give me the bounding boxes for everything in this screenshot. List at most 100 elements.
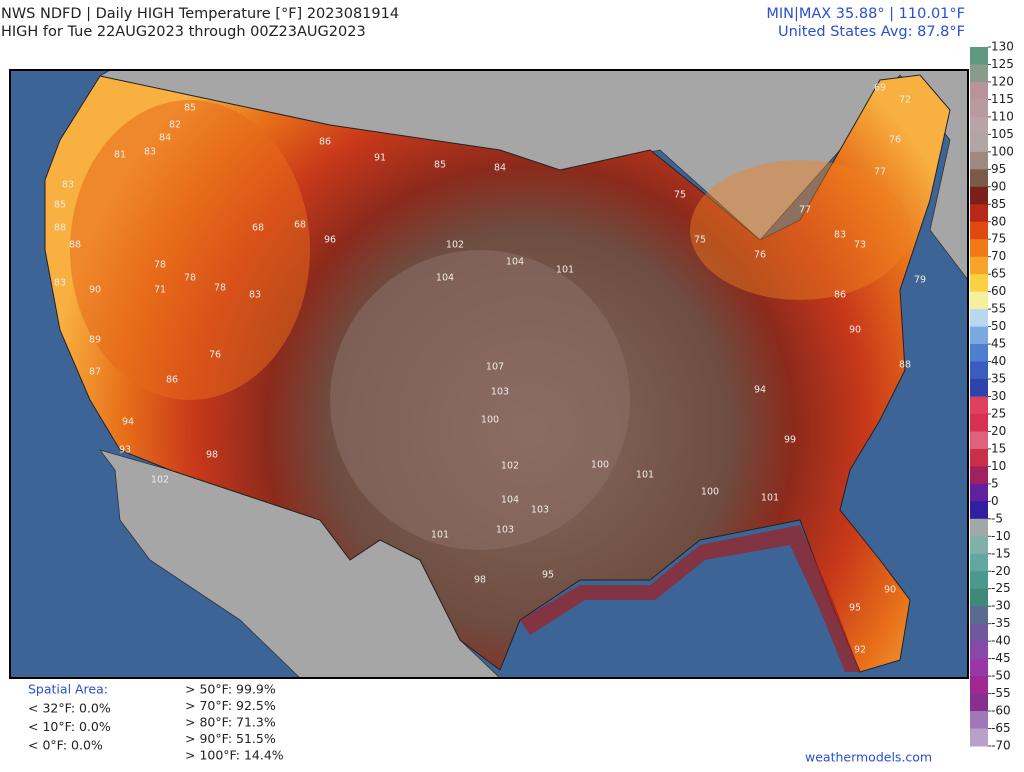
temperature-label: 76 — [754, 250, 766, 261]
temperature-label: 85 — [184, 103, 196, 114]
colorbar-tick-label: 95 — [991, 162, 1006, 176]
colorbar-swatch — [970, 431, 988, 450]
colorbar-tick-label: 0 — [991, 494, 999, 508]
colorbar-swatch — [970, 483, 988, 502]
colorbar-tick-label: 75 — [991, 232, 1006, 246]
colorbar-tick-label: -65 — [991, 721, 1011, 735]
temperature-label: 95 — [542, 570, 554, 581]
colorbar-tick-label: 100 — [991, 144, 1014, 158]
colorbar-tick-label: -10 — [991, 529, 1011, 543]
threshold-item: > 70°F: 92.5% — [185, 698, 276, 713]
colorbar-tick-label: -15 — [991, 546, 1011, 560]
temperature-label: 101 — [636, 470, 654, 481]
temperature-label: 78 — [154, 260, 166, 271]
threshold-item: > 80°F: 71.3% — [185, 715, 276, 730]
temperature-label: 86 — [319, 137, 331, 148]
colorbar-swatch — [970, 361, 988, 380]
colorbar-swatch — [970, 379, 988, 397]
colorbar-tick-label: 70 — [991, 249, 1006, 263]
temperature-label: 76 — [209, 350, 221, 361]
colorbar-swatch — [970, 553, 988, 572]
temperature-label: 94 — [754, 385, 766, 396]
temperature-label: 100 — [701, 487, 719, 498]
colorbar-tick-label: -20 — [991, 564, 1011, 578]
temperature-label: 101 — [431, 530, 449, 541]
colorbar-tick-label: 55 — [991, 302, 1006, 316]
temperature-label: 101 — [556, 265, 574, 276]
spatial-area-item: < 32°F: 0.0% — [28, 701, 111, 716]
colorbar-tick-label: -35 — [991, 616, 1011, 630]
colorbar-swatch — [970, 413, 988, 432]
colorbar-swatch — [970, 658, 988, 677]
colorbar-swatch — [970, 466, 988, 485]
colorbar-swatch — [970, 501, 988, 520]
temperature-label: 94 — [122, 417, 134, 428]
temperature-label: 101 — [761, 493, 779, 504]
temperature-label: 69 — [874, 83, 886, 94]
colorbar-swatch — [970, 239, 988, 258]
temperature-label: 78 — [184, 273, 196, 284]
colorbar-swatch — [970, 256, 988, 275]
colorbar-swatch — [970, 728, 988, 747]
colorbar-swatch — [970, 151, 988, 170]
colorbar-tick-label: 130 — [991, 40, 1014, 54]
spatial-area-title: Spatial Area: — [28, 682, 108, 697]
temperature-label: 92 — [854, 645, 866, 656]
colorbar-swatch — [970, 134, 988, 153]
map: 8582848381838588888390898794931029878717… — [9, 69, 969, 679]
temperature-label: 72 — [899, 95, 911, 106]
colorbar-tick-label: 110 — [991, 109, 1014, 123]
temperature-label: 68 — [294, 220, 306, 231]
temperature-label: 91 — [374, 153, 386, 164]
temperature-label: 103 — [531, 505, 549, 516]
colorbar-swatch — [970, 99, 988, 118]
temperature-label: 103 — [496, 525, 514, 536]
colorbar-tick-label: 65 — [991, 267, 1006, 281]
threshold-item: > 100°F: 14.4% — [185, 748, 284, 763]
colorbar-swatch — [970, 344, 988, 363]
temperature-label: 83 — [834, 230, 846, 241]
header-subtitle: HIGH for Tue 22AUG2023 through 00Z23AUG2… — [1, 24, 366, 40]
colorbar-swatch — [970, 518, 988, 537]
colorbar-swatch — [970, 693, 988, 712]
colorbar-tick-label: -55 — [991, 686, 1011, 700]
temperature-label: 93 — [119, 445, 131, 456]
plains-hot-area — [330, 250, 630, 550]
temperature-label: 88 — [69, 240, 81, 251]
colorbar-swatch — [970, 571, 988, 590]
colorbar-tick-label: -25 — [991, 581, 1011, 595]
temperature-label: 73 — [854, 240, 866, 251]
temperature-label: 75 — [674, 190, 686, 201]
temperature-label: 82 — [169, 120, 181, 131]
temperature-label: 103 — [491, 387, 509, 398]
colorbar-swatch — [970, 116, 988, 135]
colorbar-tick-label: 90 — [991, 179, 1006, 193]
colorbar-swatch — [970, 204, 988, 223]
temperature-label: 96 — [324, 235, 336, 246]
colorbar-tick-label: 120 — [991, 74, 1014, 88]
temperature-label: 77 — [874, 167, 886, 178]
temperature-label: 83 — [249, 290, 261, 301]
temperature-label: 100 — [481, 415, 499, 426]
colorbar-tick-label: 15 — [991, 441, 1006, 455]
credit: weathermodels.com — [805, 750, 932, 765]
temperature-label: 99 — [784, 435, 796, 446]
temperature-label: 102 — [501, 461, 519, 472]
colorbar-tick-label: -5 — [991, 511, 1003, 525]
colorbar-swatch — [970, 221, 988, 240]
colorbar-tick-label: 60 — [991, 284, 1006, 298]
temperature-label: 88 — [899, 360, 911, 371]
colorbar-tick-label: -40 — [991, 634, 1011, 648]
colorbar-swatch — [970, 64, 988, 83]
temperature-label: 75 — [694, 235, 706, 246]
colorbar-tick-label: -50 — [991, 669, 1011, 683]
colorbar-tick-label: 30 — [991, 389, 1006, 403]
temperature-label: 107 — [486, 362, 504, 373]
temperature-label: 86 — [166, 375, 178, 386]
colorbar-tick-label: 10 — [991, 459, 1006, 473]
temperature-label: 88 — [54, 223, 66, 234]
colorbar-swatch — [970, 536, 988, 555]
colorbar-tick-label: 85 — [991, 197, 1006, 211]
statistics: < 32°F: 0.0% < 10°F: 0.0% < 0°F: 0.0% > 50°… — [28, 682, 284, 763]
colorbar-swatch — [970, 309, 988, 328]
